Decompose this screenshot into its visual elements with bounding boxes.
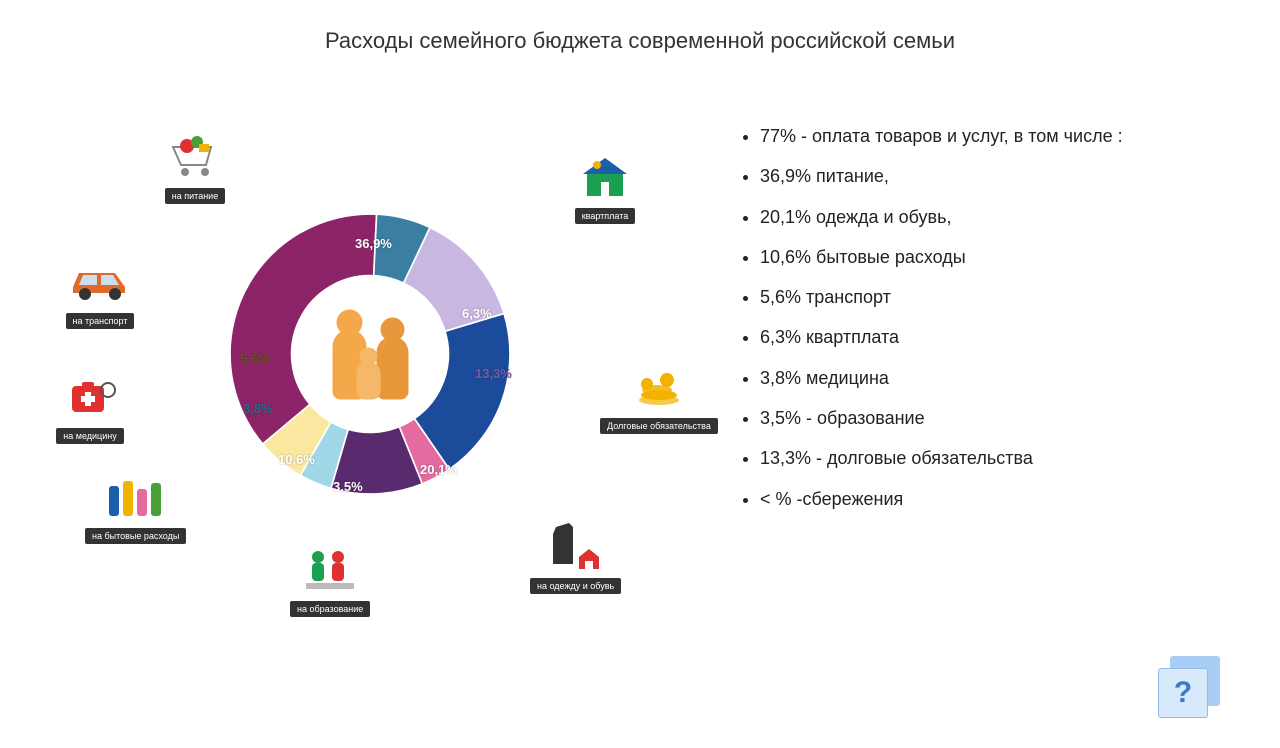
house-icon <box>570 149 640 204</box>
bullet-item: 77% - оплата товаров и услуг, в том числ… <box>760 124 1240 148</box>
segment-label-education: 3,5% <box>333 479 363 494</box>
bullet-list: 77% - оплата товаров и услуг, в том числ… <box>740 94 1240 614</box>
callout-label-education: на образование <box>290 601 370 617</box>
clothes-icon <box>541 519 611 574</box>
callout-rent: квартплата <box>570 149 640 224</box>
page-title: Расходы семейного бюджета современной ро… <box>0 28 1280 54</box>
callout-label-medicine: на медицину <box>56 428 123 444</box>
donut-wrap <box>230 214 510 494</box>
callout-label-transport: на транспорт <box>66 313 135 329</box>
callout-education: на образование <box>290 542 370 617</box>
bullet-item: < % -сбережения <box>760 487 1240 511</box>
bullet-item: 10,6% бытовые расходы <box>760 245 1240 269</box>
people-icon <box>295 542 365 597</box>
segment-label-household: 10,6% <box>278 452 315 467</box>
callout-label-clothes: на одежду и обувь <box>530 578 621 594</box>
callout-transport: на транспорт <box>65 254 135 329</box>
donut-center <box>293 277 448 432</box>
callout-food: на питание <box>160 129 230 204</box>
segment-label-food: 36,9% <box>355 236 392 251</box>
bullet-item: 6,3% квартплата <box>760 325 1240 349</box>
callout-label-rent: квартплата <box>575 208 636 224</box>
callout-debt: Долговые обязательства <box>600 359 718 434</box>
main-content: 36,9% 6,3% 13,3% 20,1% 3,5% 10,6% 3,8% 5,6% на … <box>0 94 1280 614</box>
segment-label-debt: 13,3% <box>475 366 512 381</box>
callout-label-household: на бытовые расходы <box>85 528 186 544</box>
donut-chart-infographic: 36,9% 6,3% 13,3% 20,1% 3,5% 10,6% 3,8% 5,6% на … <box>40 94 700 614</box>
medkit-icon <box>55 369 125 424</box>
callout-label-food: на питание <box>165 188 225 204</box>
family-icon <box>332 309 408 399</box>
bullet-item: 3,5% - образование <box>760 406 1240 430</box>
bullet-item: 36,9% питание, <box>760 164 1240 188</box>
bottles-icon <box>101 469 171 524</box>
bullet-item: 5,6% транспорт <box>760 285 1240 309</box>
segment-label-clothes: 20,1% <box>420 462 457 477</box>
segment-label-transport: 5,6% <box>240 351 270 366</box>
callout-clothes: на одежду и обувь <box>530 519 621 594</box>
bullet-item: 13,3% - долговые обязательства <box>760 446 1240 470</box>
help-badge[interactable]: ? <box>1158 656 1220 718</box>
coins-icon <box>624 359 694 414</box>
car-icon <box>65 254 135 309</box>
callout-medicine: на медицину <box>55 369 125 444</box>
callout-household: на бытовые расходы <box>85 469 186 544</box>
callout-label-debt: Долговые обязательства <box>600 418 718 434</box>
segment-label-medicine: 3,8% <box>243 401 273 416</box>
bullet-item: 20,1% одежда и обувь, <box>760 205 1240 229</box>
help-icon: ? <box>1158 668 1208 718</box>
cart-icon <box>160 129 230 184</box>
bullet-item: 3,8% медицина <box>760 366 1240 390</box>
segment-label-rent: 6,3% <box>462 306 492 321</box>
